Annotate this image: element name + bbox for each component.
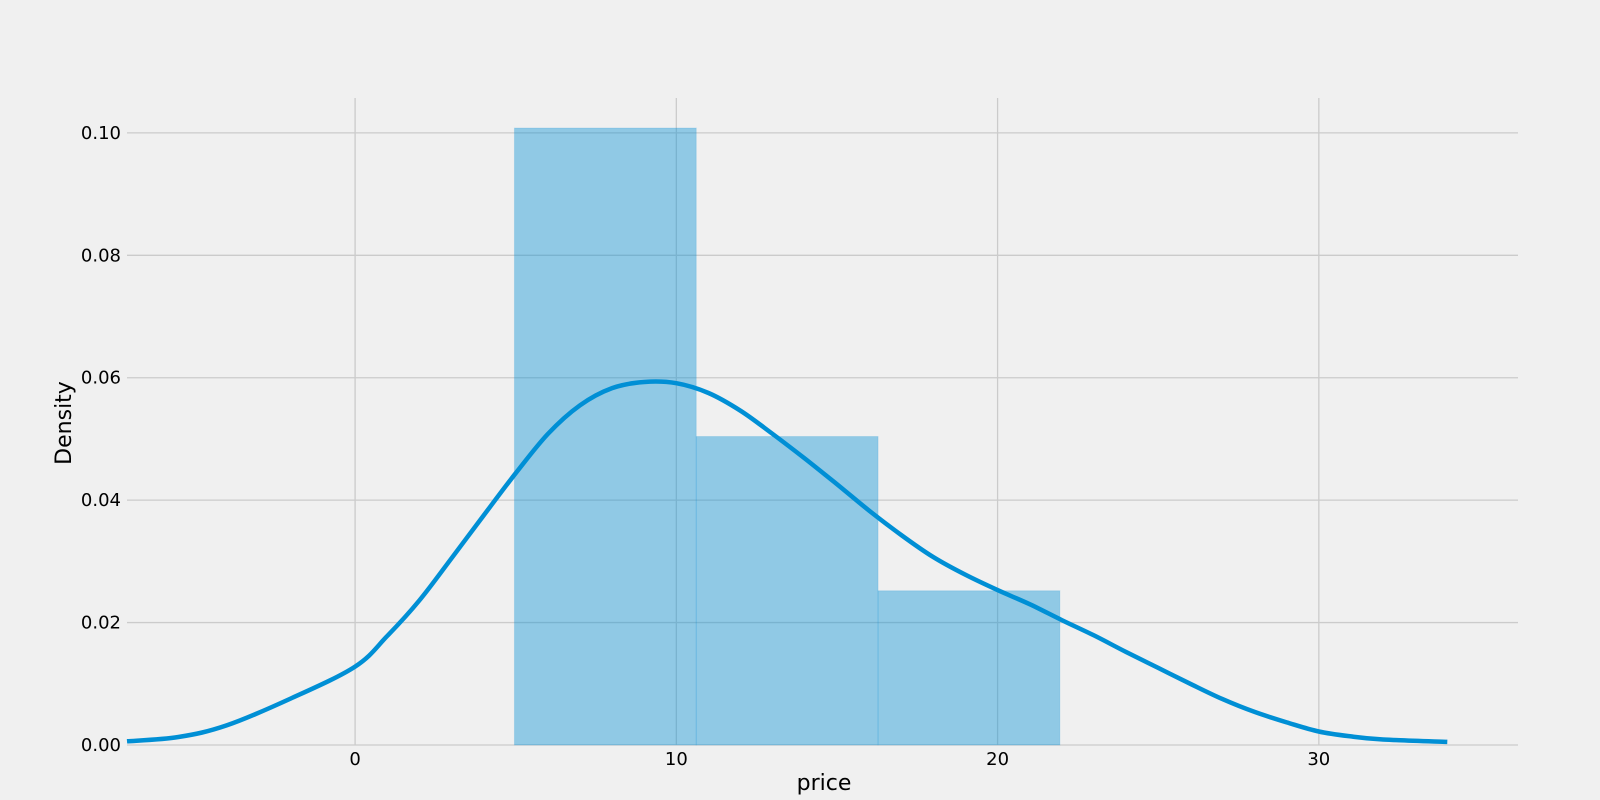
y-gridlines bbox=[127, 132, 1518, 746]
x-axis-label: price bbox=[797, 771, 852, 796]
y-tick-label: 0.00 bbox=[81, 735, 121, 756]
histogram-bar bbox=[877, 590, 1061, 746]
y-tick-label: 0.10 bbox=[81, 123, 121, 144]
histogram-bars bbox=[513, 127, 1061, 746]
y-tick-labels: 0.00 0.02 0.04 0.06 0.08 0.10 bbox=[81, 123, 121, 756]
y-axis-label: Density bbox=[52, 381, 77, 465]
x-tick-label: 20 bbox=[986, 749, 1009, 770]
x-gridlines bbox=[354, 98, 1320, 745]
x-tick-label: 30 bbox=[1307, 749, 1330, 770]
x-tick-label: 0 bbox=[349, 749, 360, 770]
histogram-bar bbox=[695, 435, 879, 746]
kde-curve bbox=[126, 379, 1448, 745]
x-tick-labels: 0 10 20 30 bbox=[349, 749, 1330, 770]
y-tick-label: 0.04 bbox=[81, 490, 121, 511]
y-tick-label: 0.06 bbox=[81, 368, 121, 389]
y-tick-label: 0.08 bbox=[81, 245, 121, 266]
kde-layer bbox=[126, 379, 1448, 745]
x-tick-label: 10 bbox=[665, 749, 688, 770]
y-tick-label: 0.02 bbox=[81, 613, 121, 634]
histogram-bar bbox=[513, 127, 697, 746]
